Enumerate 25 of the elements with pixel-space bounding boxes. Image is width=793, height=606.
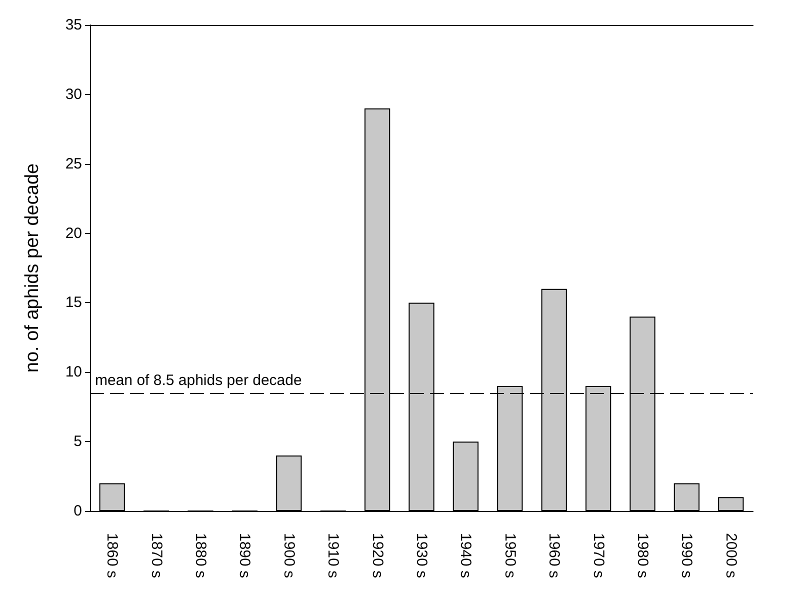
x-tick-label: 1990 s xyxy=(678,533,696,578)
x-tick-label: 1950 s xyxy=(501,533,518,578)
y-tick-label: 30 xyxy=(65,86,82,103)
x-tick-label: 1970 s xyxy=(590,533,607,578)
x-tick-label: 1900 s xyxy=(280,533,298,578)
ref-line-label: mean of 8.5 aphids per decade xyxy=(95,372,302,389)
x-tick-label: 1890 s xyxy=(236,533,254,578)
x-tick-label: 2000 s xyxy=(722,533,740,578)
x-tick-label: 1860 s xyxy=(104,533,121,578)
x-tick-label: 1910 s xyxy=(324,533,342,578)
y-tick-label: 10 xyxy=(65,364,82,381)
x-tick-label: 1980 s xyxy=(634,533,651,578)
y-tick-label: 35 xyxy=(65,16,82,34)
x-tick-label: 1920 s xyxy=(368,533,386,578)
y-tick-label: 25 xyxy=(65,155,82,172)
x-tick-label: 1960 s xyxy=(546,533,563,578)
y-tick-label: 5 xyxy=(74,433,82,450)
x-tick-label: 1940 s xyxy=(457,533,474,578)
y-axis-title: no. of aphids per decade xyxy=(22,163,43,373)
x-tick-label: 1880 s xyxy=(192,533,209,578)
y-tick-label: 20 xyxy=(65,224,82,242)
x-tick-label: 1930 s xyxy=(413,533,430,578)
y-tick-label: 15 xyxy=(65,294,82,312)
x-tick-label: 1870 s xyxy=(148,533,165,578)
y-tick-label: 0 xyxy=(74,502,82,520)
